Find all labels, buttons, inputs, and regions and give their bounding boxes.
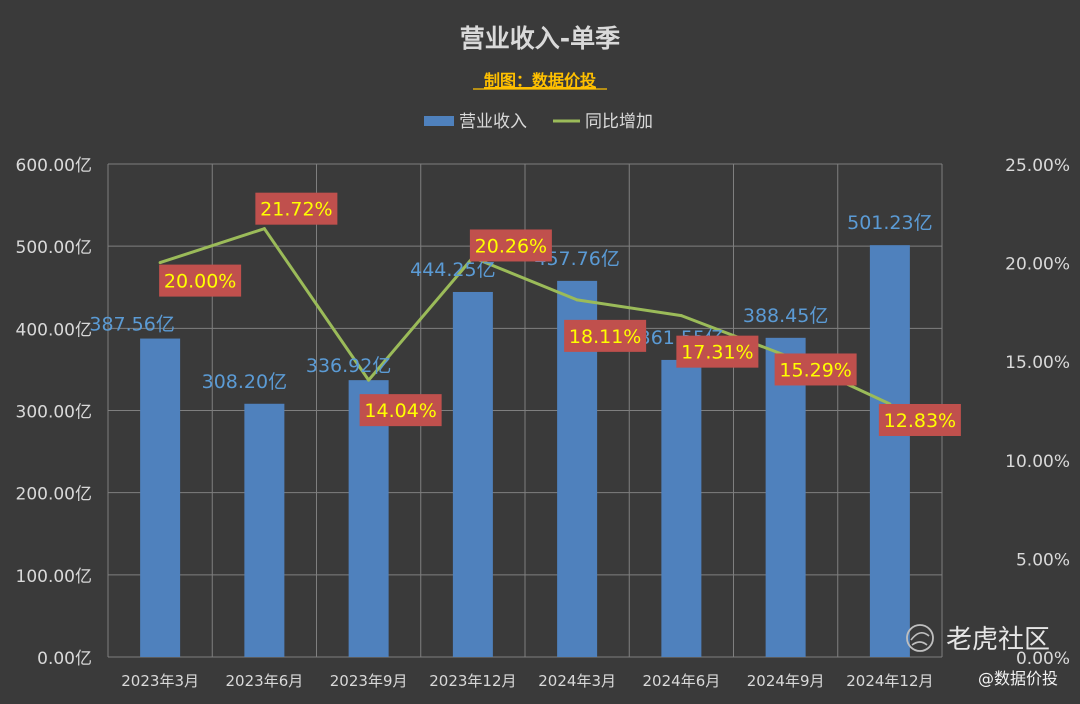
- x-axis: 2023年3月 2023年6月 2023年9月 2023年12月 2024年3月 2024…: [121, 672, 933, 690]
- line-point: [367, 378, 371, 382]
- y-left-tick-label: 0.00亿: [37, 649, 92, 669]
- percent-label-box: [774, 353, 857, 386]
- x-tick-label: 2024年9月: [747, 672, 825, 690]
- y-axis-right: 0.00% 5.00% 10.00% 15.00% 20.00% 25.00%: [1005, 156, 1070, 669]
- y-right-tick-label: 20.00%: [1005, 255, 1070, 275]
- line-point: [262, 227, 266, 231]
- y-right-tick-label: 15.00%: [1005, 353, 1070, 373]
- x-tick-label: 2023年3月: [121, 672, 199, 690]
- watermark: 老虎社区 @数据价投: [906, 624, 1058, 688]
- x-tick-label: 2024年12月: [846, 672, 933, 690]
- percent-label-box: [878, 403, 961, 436]
- legend-label-revenue: 营业收入: [459, 112, 527, 132]
- y-right-tick-label: 10.00%: [1005, 452, 1070, 472]
- percent-label: 15.29%: [779, 359, 851, 381]
- percent-labels: 20.00% 21.72% 14.04% 20.26% 18.11% 17.31% 15.2…: [159, 192, 961, 436]
- percent-label-box: [255, 192, 338, 225]
- bar: [244, 403, 285, 657]
- percent-label: 20.00%: [164, 271, 236, 293]
- x-tick-label: 2023年6月: [226, 672, 304, 690]
- chart-title: 营业收入-单季: [460, 24, 620, 53]
- x-tick-label: 2024年3月: [538, 672, 616, 690]
- x-tick-label: 2024年6月: [643, 672, 721, 690]
- bar: [661, 359, 702, 657]
- percent-label-box: [676, 335, 759, 368]
- percent-label-box: [564, 319, 647, 352]
- percent-label-box: [359, 394, 442, 427]
- line-point: [679, 314, 683, 318]
- bar-value-label: 388.45亿: [743, 305, 828, 327]
- bar: [140, 338, 181, 657]
- y-left-tick-label: 600.00亿: [16, 156, 92, 176]
- bar-labels: 387.56亿308.20亿336.92亿444.25亿457.76亿361.5…: [89, 212, 932, 393]
- percent-label: 17.31%: [681, 342, 753, 364]
- y-right-tick-label: 5.00%: [1016, 550, 1070, 570]
- y-axis-left: 0.00亿 100.00亿 200.00亿 300.00亿 400.00亿 500.00亿…: [16, 156, 92, 669]
- percent-label-box: [469, 229, 552, 262]
- legend: 营业收入 同比增加: [424, 112, 653, 132]
- y-left-tick-label: 500.00亿: [16, 238, 92, 258]
- y-right-tick-label: 0.00%: [1016, 649, 1070, 669]
- bar-value-label: 444.25亿: [410, 259, 495, 281]
- watermark-handle: @数据价投: [978, 669, 1058, 688]
- tiger-logo-icon: [906, 624, 934, 652]
- watermark-logo-text: 老虎社区: [946, 625, 1050, 655]
- bar-value-label: 308.20亿: [202, 371, 287, 393]
- line-point: [575, 298, 579, 302]
- legend-label-yoy: 同比增加: [585, 112, 653, 132]
- percent-label: 18.11%: [569, 326, 641, 348]
- bar-series: [140, 245, 910, 658]
- bar: [348, 380, 389, 657]
- bar: [452, 291, 493, 657]
- legend-swatch-revenue: [424, 116, 454, 126]
- x-tick-label: 2023年12月: [429, 672, 516, 690]
- y-left-tick-label: 200.00亿: [16, 485, 92, 505]
- y-left-tick-label: 300.00亿: [16, 403, 92, 423]
- bar-value-label: 501.23亿: [847, 212, 932, 234]
- percent-label: 14.04%: [364, 400, 436, 422]
- chart-subtitle: 制图：数据价投: [484, 71, 596, 90]
- percent-label: 12.83%: [884, 410, 956, 432]
- yoy-line: [159, 227, 891, 406]
- bar-value-label: 387.56亿: [89, 314, 174, 336]
- y-right-tick-label: 25.00%: [1005, 156, 1070, 176]
- x-tick-label: 2023年9月: [330, 672, 408, 690]
- percent-label: 20.26%: [475, 235, 547, 257]
- bar-value-label: 457.76亿: [534, 248, 619, 270]
- bar: [765, 337, 806, 657]
- bar-value-label: 336.92亿: [306, 355, 391, 377]
- bar: [869, 245, 910, 658]
- y-left-tick-label: 400.00亿: [16, 320, 92, 340]
- percent-label-box: [159, 264, 242, 297]
- line-point: [158, 261, 162, 265]
- percent-label: 21.72%: [260, 199, 332, 221]
- y-left-tick-label: 100.00亿: [16, 567, 92, 587]
